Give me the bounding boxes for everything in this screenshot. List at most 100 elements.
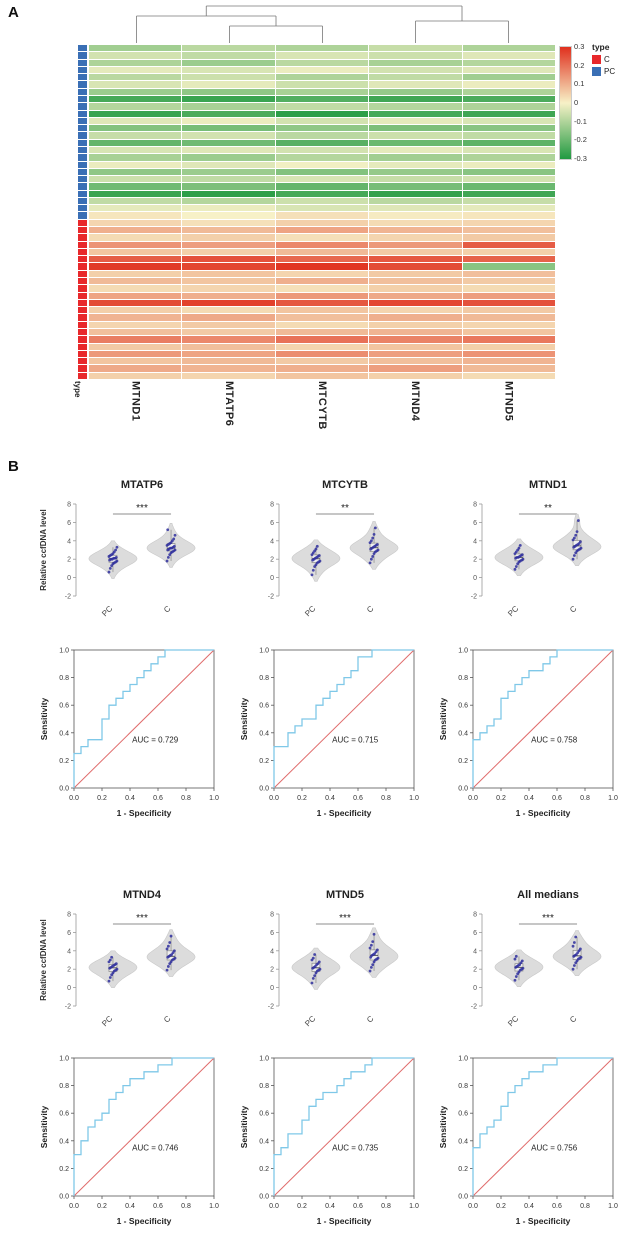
heatmap-cell [369,190,462,197]
y-axis: -2 0 2 4 6 8 [268,912,280,1011]
heatmap-cell [275,285,369,292]
y-tick-label: 0.4 [458,1138,468,1145]
heatmap-cell [182,278,275,285]
heatmap-row [89,161,556,168]
heatmap-cell [89,278,182,285]
y-tick-label: 2 [270,967,274,974]
heatmap-row [89,117,556,125]
data-point [172,949,176,953]
data-points [368,526,380,565]
y-tick-label: 0.8 [259,1083,269,1090]
heatmap-cell [89,219,182,227]
heatmap-cell [369,321,462,328]
diagonal-reference-line [73,649,215,789]
heatmap-cell [369,45,462,52]
heatmap-cell [462,365,556,372]
heatmap-row [89,285,556,292]
heatmap-row [89,278,556,285]
data-points [107,545,119,574]
y-tick-label: 0.8 [259,675,269,682]
heatmap-cell [275,227,369,234]
type-bar-segment [78,278,87,285]
y-axis-title: Sensitivity [39,1105,49,1148]
heatmap-cell [275,52,369,59]
type-bar-segment [78,74,87,81]
type-bar-segment [78,314,87,321]
heatmap-cell [369,234,462,241]
x-group-label: PC [506,604,520,618]
significance-stars: *** [136,913,148,924]
heatmap-cell [89,328,182,336]
heatmap-cell [275,139,369,146]
x-tick-label: 0.6 [153,795,163,802]
heatmap-cell [462,117,556,125]
x-tick-label: 0.2 [297,795,307,802]
heatmap-cell [369,219,462,227]
y-tick-label: 2 [270,557,274,564]
heatmap-cell [89,117,182,125]
heatmap-row [89,154,556,161]
auc-label: AUC = 0.758 [531,735,578,744]
heatmap-row [89,132,556,139]
y-tick-label: 0 [67,575,71,582]
heatmap-cell [275,343,369,350]
type-bar-segment [78,358,87,365]
x-tick-label: 0.2 [496,795,506,802]
type-bar-segment [78,234,87,241]
data-point [311,568,315,572]
heatmap-row [89,205,556,212]
heatmap-cell [182,270,275,277]
heatmap-cell [89,299,182,307]
diagonal-reference-line [273,1057,414,1197]
heatmap-colorbar-ticks: 0.3 0.2 0.1 0 -0.1 -0.2 -0.3 [574,42,602,163]
type-bar-segment [78,263,87,270]
type-bar-segment [78,365,87,372]
heatmap-row [89,74,556,81]
colorbar-tick-label: 0.2 [574,60,585,70]
heatmap-cell [369,95,462,103]
heatmap-cell [182,350,275,358]
heatmap-cell [275,88,369,95]
data-points [513,544,525,571]
type-bar-segment [78,132,87,139]
legend-swatch-c [592,55,601,64]
legend-label-pc: PC [604,67,616,76]
x-axis-title: 1 - Specificity [516,1216,571,1226]
heatmap-cell [182,176,275,183]
colorbar-tick-label: -0.3 [574,154,587,163]
heatmap-row [89,350,556,358]
violin-plot-mtnd1: MTND1 ** -2 0 2 4 6 8 PC C [471,479,602,618]
heatmap-cell [369,81,462,88]
x-tick-label: 0.0 [69,1203,79,1210]
y-tick-label: 2 [473,557,477,564]
heatmap-cell [369,336,462,343]
heatmap-cell [462,183,556,190]
data-point [369,557,373,561]
heatmap-cell [89,52,182,59]
column-label-slot: MTCYTB [275,381,368,445]
data-point [107,979,111,983]
heatmap-cell [275,74,369,81]
heatmap-cell [369,139,462,146]
heatmap-cell [182,110,275,117]
heatmap-cell [275,168,369,176]
heatmap-cell [462,81,556,88]
data-point [517,546,521,550]
heatmap-cell [182,307,275,314]
heatmap-cell [182,154,275,161]
x-tick-label: 0.0 [269,1203,279,1210]
legend-entry-c: C [592,55,615,64]
heatmap-cell [369,59,462,66]
type-bar-segment [78,343,87,350]
type-bar-segment [78,45,87,52]
data-point [310,981,314,985]
heatmap-cell [369,365,462,372]
legend-swatch-pc [592,67,601,76]
column-label-slot: MTND1 [89,381,182,445]
heatmap-cell [369,299,462,307]
data-point [368,946,372,950]
x-group-label: C [162,604,173,615]
heatmap-type-annotation-bar [78,45,87,379]
heatmap-cell [89,358,182,365]
type-bar-segment [78,139,87,146]
